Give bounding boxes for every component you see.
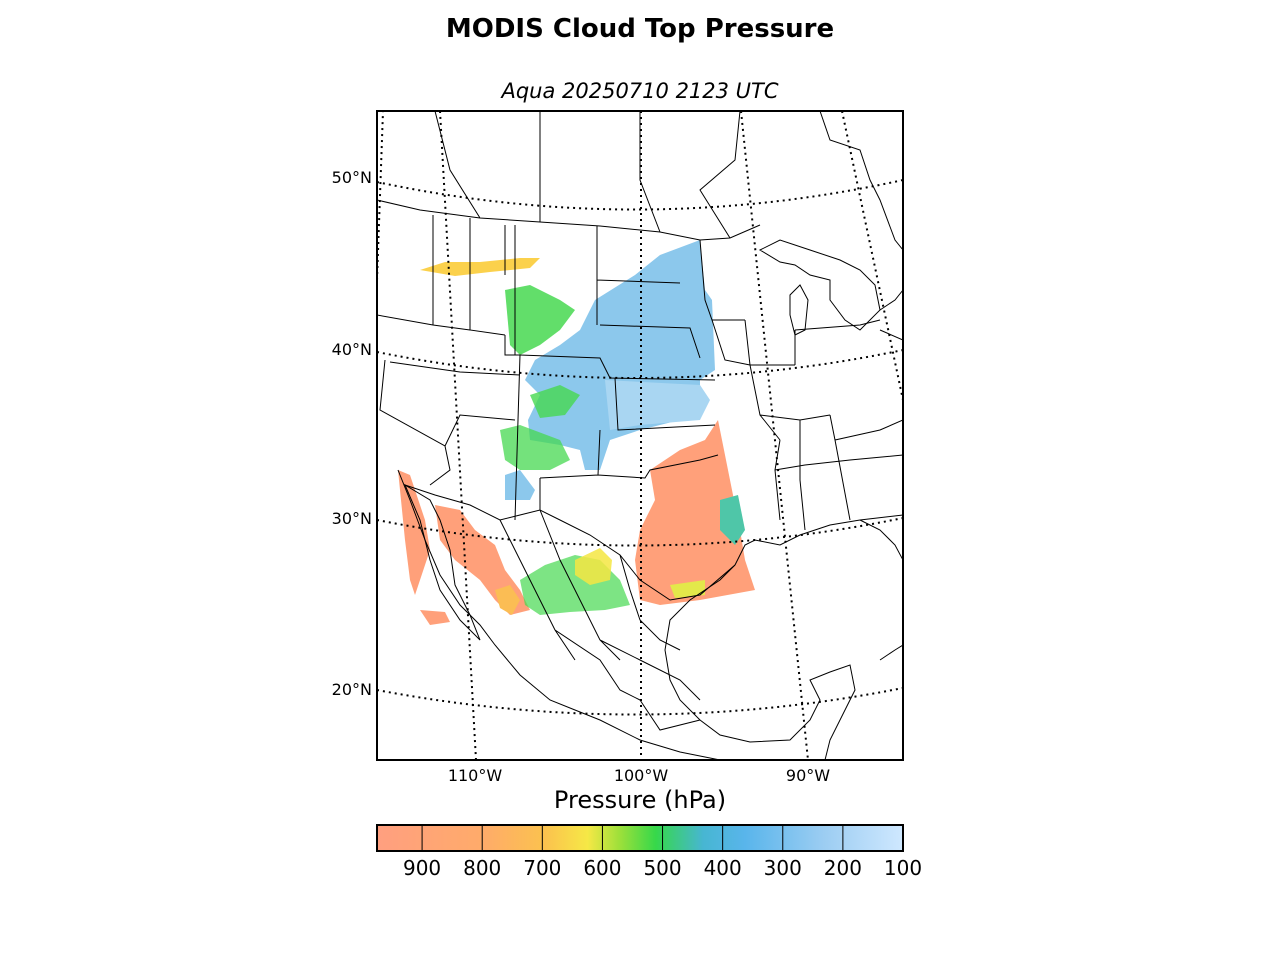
lat-label-20n: 20°N [331,680,372,699]
parallel-20n [377,687,903,716]
lon-label-100w: 100°W [613,766,669,785]
cloud-regions [398,240,755,625]
graticule [377,111,903,760]
high-cloud-colorado-south [505,470,535,500]
colorbar-tick-300: 300 [763,856,802,880]
colorbar-tick-800: 800 [463,856,502,880]
state-lines-east [699,239,903,531]
map-area [377,111,903,760]
colorbar [376,824,904,852]
baja-peninsula [403,483,481,641]
lon-label-110w: 110°W [447,766,503,785]
colorbar-tick-900: 900 [402,856,442,880]
mid-cloud-texas-yellow [670,580,705,598]
low-cloud-mexico-east [495,585,520,615]
colorbar-tick-100: 100 [883,856,923,880]
high-cloud-kansas [605,380,710,430]
lat-label-30n: 30°N [331,509,372,528]
parallel-30n [377,517,903,547]
low-cloud-baja-south [420,610,450,625]
chart-subtitle: Aqua 20250710 2123 UTC [501,79,779,103]
east-coast [879,289,903,341]
colorbar-tick-600: 600 [583,856,622,880]
colorbar-tick-700: 700 [523,856,562,880]
mid-cloud-rockies [505,285,575,355]
parallel-50n [377,179,903,211]
colorbar-tick-400: 400 [703,856,742,880]
gulf-coast [664,514,903,760]
low-cloud-baja [398,470,430,595]
mexico-coast-pacific [397,469,721,760]
caribbean-coast [879,644,903,661]
political-boundaries [377,111,903,760]
state-lines-central [519,226,719,510]
meridian-80w [841,111,903,401]
lat-label-40n: 40°N [331,340,372,359]
meridian-120w [377,111,384,281]
mexico-states [499,509,701,731]
us-canada-border [377,199,761,241]
meridian-110w [439,111,477,760]
mid-cloud-mexico-yellow [575,548,612,585]
canada-province-lines [434,111,741,239]
low-cloud-texas [635,420,755,605]
parallel-40n [377,349,903,379]
lon-label-90w: 90°W [785,766,831,785]
mid-cloud-montana-yellow [420,258,540,276]
colorbar-tick-200: 200 [823,856,862,880]
meridian-90w [740,111,809,760]
mid-cloud-wyoming [530,385,580,418]
florida [859,519,903,561]
hudson-bay-coast [819,111,903,251]
colorbar-label: Pressure (hPa) [553,786,727,814]
mid-cloud-texas-coast [720,495,745,545]
great-lakes [758,239,881,336]
colorbar-tick-500: 500 [643,856,682,880]
state-lines-west [377,215,521,521]
map-frame [376,110,904,761]
lat-label-50n: 50°N [331,168,372,187]
us-mexico-border [404,484,736,601]
colorbar-gradient [376,824,904,852]
chart-title: MODIS Cloud Top Pressure [445,14,835,44]
colorbar-divisions [421,825,844,851]
